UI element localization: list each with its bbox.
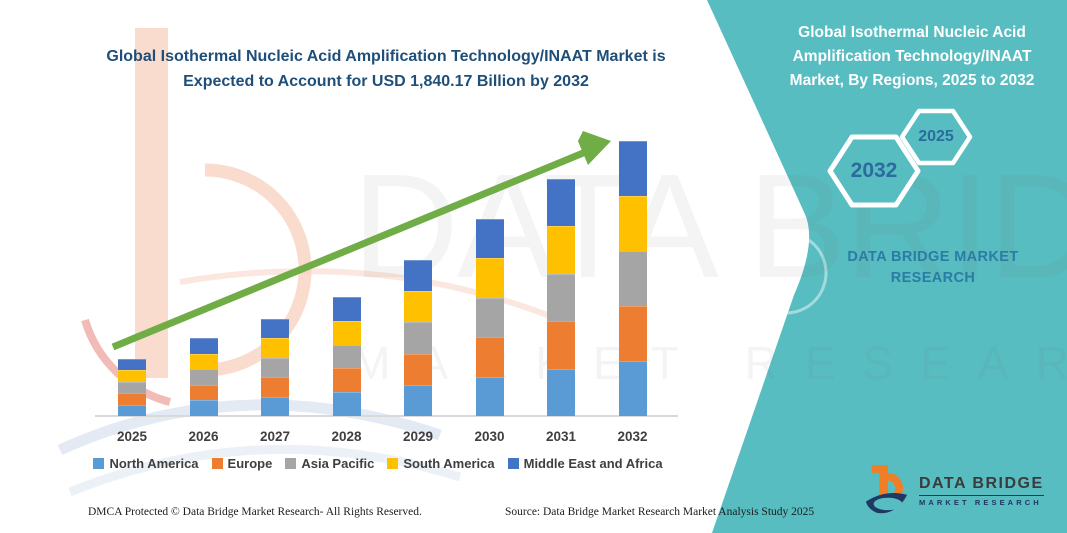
legend-swatch-icon bbox=[211, 458, 223, 469]
legend-label: Middle East and Africa bbox=[523, 456, 663, 471]
legend-label: North America bbox=[109, 456, 199, 471]
bar-segment-2032-europe bbox=[618, 306, 647, 361]
bar-segment-2028-europe bbox=[332, 368, 361, 393]
chart-title: Global Isothermal Nucleic Acid Amplifica… bbox=[106, 48, 666, 90]
bar-segment-2025-north-america bbox=[118, 404, 146, 416]
legend-swatch-icon bbox=[93, 458, 105, 469]
bar-segment-2031-north-america bbox=[547, 368, 575, 416]
x-axis-label-2032: 2032 bbox=[617, 429, 648, 444]
bar-segment-2029-south-america bbox=[404, 291, 432, 323]
x-axis-label-2025: 2025 bbox=[116, 429, 148, 444]
legend-swatch-icon bbox=[507, 458, 519, 469]
company-logo-subtitle: MARKET RESEARCH bbox=[919, 498, 1042, 507]
bar-segment-2025-south-america bbox=[118, 370, 146, 382]
legend-item-middle-east-and-africa: Middle East and Africa bbox=[507, 456, 663, 471]
bar-segment-2026-north-america bbox=[189, 400, 218, 416]
x-axis-label-2027: 2027 bbox=[259, 429, 291, 444]
bar-segment-2026-south-america bbox=[189, 353, 218, 370]
copyright-notice: DMCA Protected © Data Bridge Market Rese… bbox=[88, 506, 422, 518]
company-logo: DATA BRIDGE MARKET RESEARCH bbox=[864, 464, 1044, 518]
logo-divider bbox=[919, 495, 1044, 496]
bar-segment-2027-asia-pacific bbox=[261, 357, 289, 378]
company-logo-b-icon bbox=[865, 465, 908, 514]
bar-segment-2030-europe bbox=[475, 337, 504, 377]
bar-segment-2032-south-america bbox=[618, 196, 647, 251]
bar-segment-2030-south-america bbox=[475, 258, 504, 298]
bar-segment-2031-asia-pacific bbox=[547, 273, 575, 322]
legend-item-south-america: South America bbox=[387, 456, 495, 471]
bar-segment-2031-europe bbox=[547, 321, 575, 369]
x-axis-label-2028: 2028 bbox=[331, 429, 362, 444]
bar-segment-2025-europe bbox=[118, 393, 146, 405]
bar-segment-2030-north-america bbox=[475, 376, 504, 416]
x-axis-label-2031: 2031 bbox=[545, 429, 577, 444]
bar-segment-2028-asia-pacific bbox=[332, 344, 361, 369]
bar-segment-2032-asia-pacific bbox=[618, 251, 647, 306]
x-axis-label-2030: 2030 bbox=[474, 429, 505, 444]
legend-item-north-america: North America bbox=[93, 456, 199, 471]
chart-legend: North America Europe Asia Pacific South Ame… bbox=[78, 456, 678, 471]
bar-segment-2026-europe bbox=[189, 384, 218, 401]
bar-segment-2032-middle-east-and-africa bbox=[618, 141, 647, 196]
bar-segment-2028-middle-east-and-africa bbox=[332, 296, 361, 321]
source-note: Source: Data Bridge Market Research Mark… bbox=[505, 506, 815, 518]
x-axis-label-2026: 2026 bbox=[188, 429, 219, 444]
legend-item-europe: Europe bbox=[211, 456, 273, 471]
bar-segment-2030-middle-east-and-africa bbox=[475, 219, 504, 259]
bar-segment-2028-south-america bbox=[332, 320, 361, 345]
bar-segment-2031-middle-east-and-africa bbox=[547, 178, 575, 227]
bar-segment-2032-north-america bbox=[618, 361, 647, 416]
company-logo-title: DATA BRIDGE bbox=[919, 475, 1044, 492]
bar-segment-2028-north-america bbox=[332, 392, 361, 416]
legend-swatch-icon bbox=[285, 458, 297, 469]
bar-segment-2027-middle-east-and-africa bbox=[261, 319, 289, 339]
bar-segment-2029-north-america bbox=[404, 384, 432, 416]
bar-segment-2025-asia-pacific bbox=[118, 381, 146, 394]
bar-segment-2027-north-america bbox=[261, 396, 289, 416]
legend-label: South America bbox=[403, 456, 495, 471]
bar-segment-2026-asia-pacific bbox=[189, 369, 218, 385]
legend-swatch-icon bbox=[387, 458, 399, 469]
bar-segment-2027-europe bbox=[261, 377, 289, 397]
bar-segment-2029-europe bbox=[404, 353, 432, 385]
bar-segment-2029-middle-east-and-africa bbox=[404, 259, 432, 292]
bar-segment-2026-middle-east-and-africa bbox=[189, 337, 218, 354]
legend-label: Asia Pacific bbox=[301, 456, 375, 471]
bar-segment-2029-asia-pacific bbox=[404, 322, 432, 354]
bar-segment-2025-middle-east-and-africa bbox=[118, 358, 146, 371]
bar-segment-2030-asia-pacific bbox=[475, 297, 504, 338]
x-axis-label-2029: 2029 bbox=[402, 429, 434, 444]
legend-item-asia-pacific: Asia Pacific bbox=[285, 456, 374, 471]
bar-segment-2031-south-america bbox=[547, 226, 575, 274]
legend-label: Europe bbox=[227, 456, 273, 471]
bar-segment-2027-south-america bbox=[261, 338, 289, 358]
